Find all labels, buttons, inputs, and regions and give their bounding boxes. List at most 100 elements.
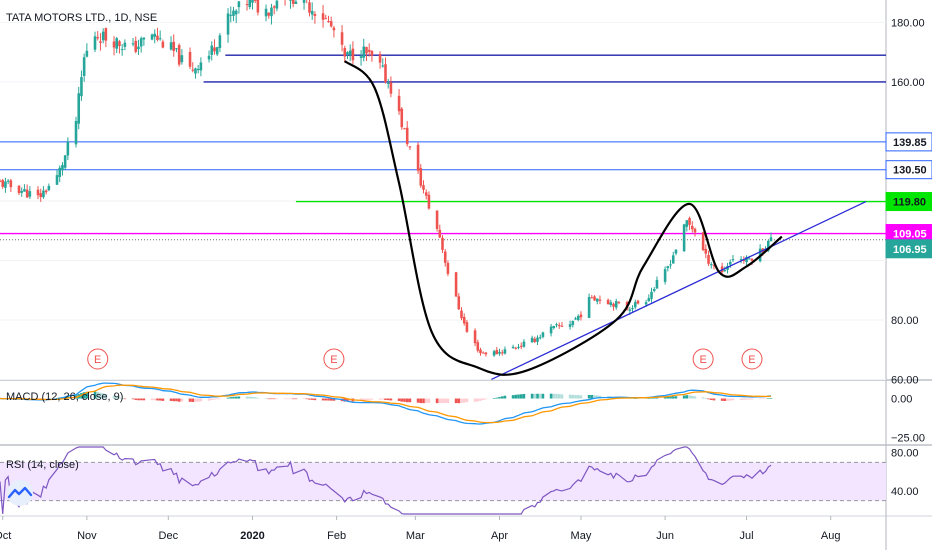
macd-histogram-bar: [712, 398, 716, 401]
macd-histogram-bar: [750, 398, 754, 400]
candle-body: [538, 337, 542, 339]
candle-body: [104, 28, 108, 41]
macd-histogram-bar: [264, 398, 268, 399]
candle-body: [457, 296, 461, 310]
macd-histogram-bar: [248, 396, 252, 399]
macd-histogram-bar: [522, 393, 526, 399]
candle-body: [511, 346, 515, 349]
macd-histogram-bar: [180, 398, 184, 402]
candle-body: [58, 167, 62, 177]
candle-body: [674, 249, 678, 254]
earnings-marker-circle: [323, 348, 345, 370]
rsi-line: [0, 446, 772, 515]
macd-histogram-bar: [745, 398, 748, 400]
candle-body: [557, 325, 561, 327]
candle-body: [514, 347, 518, 349]
macd-histogram-bar: [419, 398, 423, 404]
candle-body: [61, 165, 64, 171]
time-axis-tick: 2020: [240, 530, 264, 542]
macd-histogram-bar: [707, 398, 710, 400]
candle-body: [443, 251, 447, 263]
macd-histogram-bar: [723, 398, 727, 401]
candle-body: [536, 337, 539, 342]
candle-body: [329, 21, 333, 27]
candle-body: [253, 0, 257, 1]
candle-body: [503, 349, 507, 354]
candle-body: [340, 32, 344, 45]
macd-histogram-bar: [595, 395, 599, 399]
macd-histogram-bar: [446, 398, 450, 403]
candle-body: [644, 302, 648, 305]
price-axis-tick: 180.00: [891, 17, 925, 29]
macd-histogram-bar: [511, 395, 515, 399]
candle-body: [590, 297, 594, 299]
macd-histogram-bar: [503, 395, 507, 399]
candle-body: [747, 258, 751, 260]
macd-histogram-bar: [389, 398, 393, 401]
candle-body: [688, 218, 691, 225]
candle-body: [481, 352, 485, 354]
candle-body: [709, 264, 713, 266]
candle-body: [745, 256, 748, 263]
macd-histogram-bar: [321, 398, 325, 401]
macd-histogram-bar: [761, 398, 765, 400]
candle-body: [150, 34, 154, 40]
rsi-band: [0, 462, 886, 501]
macd-histogram-bar: [720, 398, 724, 401]
macd-histogram-bar: [476, 398, 480, 402]
candle-body: [308, 2, 311, 13]
candle-body: [1, 180, 5, 187]
candle-body: [210, 45, 214, 55]
macd-histogram-bar: [378, 398, 382, 400]
candle-body: [194, 68, 197, 74]
macd-histogram-bar: [177, 398, 181, 402]
macd-histogram-bar: [267, 398, 271, 400]
candle-body: [207, 55, 211, 60]
macd-histogram-bar: [747, 398, 751, 400]
macd-histogram-bar: [484, 398, 488, 400]
macd-histogram-bar: [443, 398, 447, 404]
candle-body: [158, 38, 162, 40]
candle-body: [647, 298, 651, 302]
candle-body: [93, 36, 97, 50]
candle-body: [66, 141, 70, 156]
earnings-marker-label: E: [699, 354, 706, 366]
macd-histogram-bar: [541, 393, 545, 399]
macd-histogram-bar: [44, 398, 48, 400]
candle-body: [248, 0, 252, 8]
candle-body: [386, 83, 390, 85]
macd-axis-tick: −25.00: [891, 432, 925, 444]
candle-body: [462, 317, 466, 324]
time-axis-tick: Nov: [77, 530, 97, 542]
macd-histogram-bar: [101, 393, 105, 399]
candle-body: [671, 255, 675, 264]
time-axis-tick: Oct: [0, 530, 11, 542]
macd-histogram-bar: [663, 396, 667, 399]
earnings-marker-label: E: [94, 354, 101, 366]
macd-histogram-bar: [576, 395, 580, 399]
candle-body: [389, 82, 393, 94]
macd-histogram-bar: [194, 398, 197, 402]
candle-body: [579, 314, 583, 318]
candle-body: [484, 352, 488, 355]
macd-histogram-bar: [305, 398, 309, 400]
candle-body: [161, 41, 165, 48]
candle-body: [20, 190, 24, 193]
time-axis-tick: Feb: [327, 530, 346, 542]
candle-body: [617, 302, 621, 304]
macd-histogram-bar: [742, 398, 746, 400]
macd-histogram-bar: [473, 398, 477, 402]
macd-histogram-bar: [492, 398, 496, 399]
candle-body: [384, 64, 387, 83]
earnings-marker-circle: [741, 348, 763, 370]
candle-body: [495, 350, 499, 355]
candle-body: [609, 302, 613, 306]
candle-body: [614, 301, 618, 308]
candle-body: [77, 93, 81, 124]
candle-body: [663, 269, 667, 282]
candle-body: [701, 232, 705, 251]
candle-body: [522, 341, 526, 347]
macd-histogram-bar: [704, 398, 708, 399]
candle-body: [272, 6, 276, 8]
candle-body: [251, 0, 254, 3]
